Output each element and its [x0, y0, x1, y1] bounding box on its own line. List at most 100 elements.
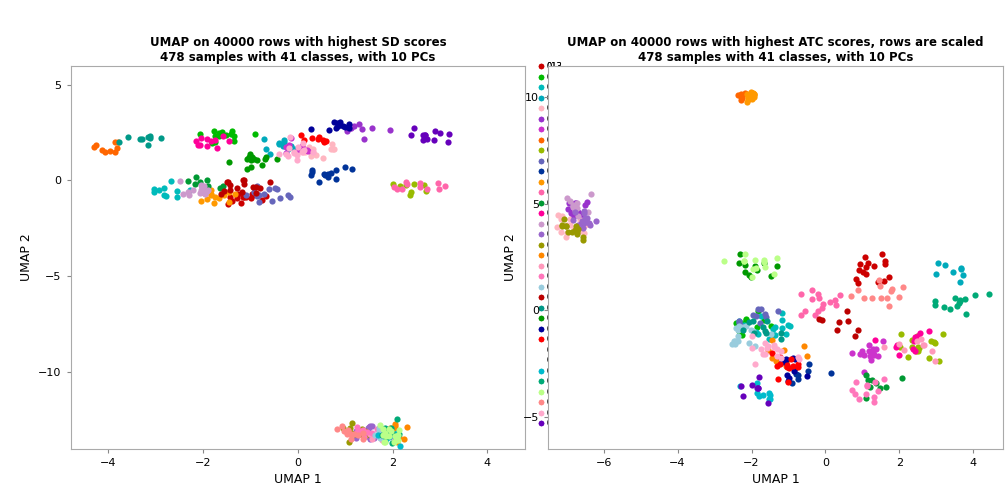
- Point: [784, 379, 800, 387]
- Point: [399, 423, 415, 431]
- Point: [554, 222, 571, 230]
- Point: [770, 307, 786, 315]
- Point: [377, 426, 393, 434]
- Point: [316, 138, 332, 146]
- Point: [110, 139, 126, 147]
- Point: [288, 151, 304, 159]
- Point: [389, 428, 405, 436]
- Point: [851, 266, 867, 274]
- Point: [320, 173, 336, 181]
- Point: [909, 337, 925, 345]
- Point: [717, 257, 733, 265]
- Point: [737, 261, 753, 269]
- Point: [323, 169, 339, 177]
- Point: [304, 148, 321, 156]
- Point: [381, 432, 397, 440]
- Point: [866, 398, 882, 406]
- Point: [747, 360, 763, 368]
- Point: [750, 384, 766, 392]
- Point: [854, 347, 870, 355]
- Point: [895, 346, 911, 354]
- Point: [376, 435, 392, 443]
- Point: [194, 185, 210, 194]
- Point: [570, 225, 586, 233]
- Point: [728, 319, 744, 327]
- Point: [745, 89, 761, 97]
- Point: [411, 179, 427, 187]
- Point: [904, 343, 920, 351]
- Point: [760, 399, 776, 407]
- Point: [555, 215, 572, 223]
- Point: [342, 424, 358, 432]
- Point: [440, 138, 457, 146]
- Point: [249, 182, 265, 190]
- Point: [94, 146, 110, 154]
- Point: [295, 147, 311, 155]
- Point: [562, 200, 579, 208]
- Point: [336, 424, 352, 432]
- Point: [200, 176, 216, 184]
- Point: [344, 418, 360, 426]
- Point: [745, 327, 761, 335]
- Point: [757, 339, 773, 347]
- Point: [294, 143, 310, 151]
- Point: [781, 364, 797, 372]
- Point: [876, 277, 892, 285]
- Point: [787, 364, 803, 372]
- Point: [778, 361, 794, 369]
- Point: [739, 90, 755, 98]
- Point: [391, 426, 407, 434]
- Point: [810, 290, 827, 298]
- Point: [246, 155, 262, 163]
- Point: [361, 431, 377, 439]
- Point: [221, 198, 237, 206]
- Point: [107, 148, 123, 156]
- Point: [862, 383, 878, 391]
- Point: [193, 135, 209, 143]
- Point: [773, 324, 789, 332]
- Point: [372, 421, 388, 429]
- Point: [214, 190, 230, 198]
- Point: [389, 438, 405, 446]
- Point: [442, 130, 458, 138]
- Point: [151, 186, 167, 194]
- Point: [569, 222, 585, 230]
- Point: [269, 155, 285, 163]
- Point: [320, 170, 336, 178]
- Point: [162, 177, 178, 185]
- Point: [304, 134, 321, 142]
- Point: [391, 430, 407, 438]
- Point: [193, 130, 209, 138]
- Point: [790, 360, 806, 368]
- Point: [865, 345, 881, 353]
- Point: [792, 290, 808, 298]
- Point: [120, 134, 136, 142]
- Point: [907, 347, 923, 355]
- Point: [904, 345, 920, 353]
- Point: [350, 431, 366, 439]
- Point: [382, 432, 398, 440]
- Point: [381, 430, 397, 438]
- Point: [744, 273, 760, 281]
- Point: [891, 293, 907, 301]
- Point: [349, 427, 365, 435]
- Point: [548, 223, 564, 231]
- Point: [236, 180, 252, 188]
- Point: [288, 156, 304, 164]
- Point: [832, 291, 848, 299]
- Point: [211, 132, 227, 140]
- Point: [302, 170, 319, 178]
- Point: [888, 343, 904, 351]
- Point: [206, 199, 222, 207]
- Point: [382, 424, 398, 432]
- Point: [748, 311, 764, 320]
- Point: [200, 195, 216, 203]
- Point: [244, 191, 260, 199]
- Point: [855, 268, 871, 276]
- Point: [953, 297, 969, 305]
- Point: [372, 432, 388, 440]
- Point: [738, 316, 754, 324]
- Point: [256, 136, 272, 144]
- Point: [736, 321, 752, 329]
- Point: [360, 430, 376, 438]
